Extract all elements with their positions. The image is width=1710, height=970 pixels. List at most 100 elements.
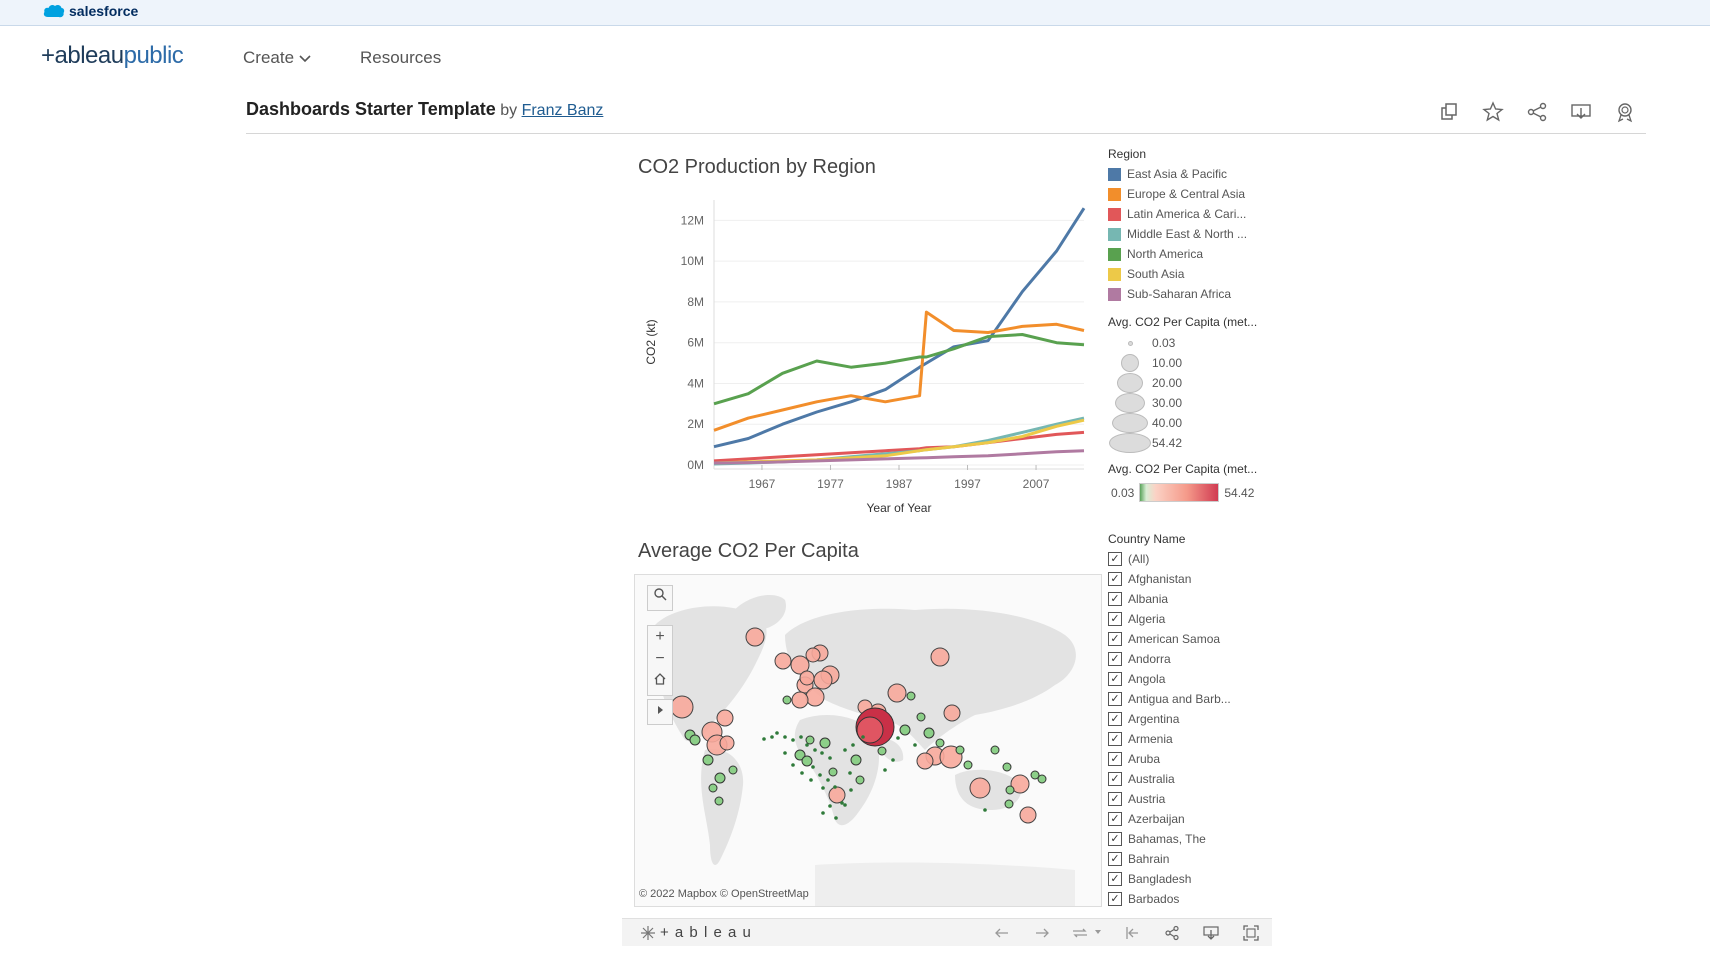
series-line[interactable] — [713, 449, 1085, 465]
map-bubble[interactable] — [670, 695, 694, 719]
chart-series[interactable] — [713, 207, 1086, 466]
line-chart[interactable]: 12M 10M 8M 6M 4M 2M 0M 1967 1977 1987 1997 2007 CO… — [634, 190, 1104, 520]
author-link[interactable]: Franz Banz — [521, 102, 604, 119]
checkbox-checked-icon[interactable]: ✓ — [1108, 592, 1122, 606]
checkbox-checked-icon[interactable]: ✓ — [1108, 772, 1122, 786]
country-filter-item[interactable]: ✓ Bahrain — [1108, 849, 1278, 869]
map-bubble[interactable] — [828, 767, 838, 777]
map-bubble[interactable] — [702, 754, 714, 766]
map-bubble[interactable] — [916, 752, 934, 770]
checkbox-checked-icon[interactable]: ✓ — [1108, 892, 1122, 906]
checkbox-checked-icon[interactable]: ✓ — [1108, 852, 1122, 866]
nav-resources[interactable]: Resources — [360, 48, 442, 67]
country-filter-item[interactable]: ✓ Bahamas, The — [1108, 829, 1278, 849]
tableau-brand[interactable]: + a b l e a u — [660, 924, 752, 941]
country-filter-item[interactable]: ✓ Andorra — [1108, 649, 1278, 669]
map-bubble[interactable] — [708, 783, 718, 793]
map-bubble[interactable] — [805, 735, 815, 745]
size-legend-item[interactable]: 30.00 — [1108, 393, 1278, 413]
map-bubble[interactable] — [805, 647, 821, 663]
map-bubble[interactable] — [819, 737, 831, 749]
map-bubble[interactable] — [799, 670, 815, 686]
map-bubble[interactable] — [791, 691, 809, 709]
series-line[interactable] — [713, 207, 1086, 449]
footer-download-icon[interactable] — [1202, 924, 1220, 942]
map-bubble[interactable] — [791, 738, 795, 742]
region-legend-item[interactable]: Sub-Saharan Africa — [1108, 284, 1278, 304]
map-bubble[interactable] — [848, 771, 852, 775]
map-bubble[interactable] — [745, 627, 765, 647]
map-bubble[interactable] — [714, 772, 726, 784]
map-bubble[interactable] — [1019, 806, 1037, 824]
checkbox-checked-icon[interactable]: ✓ — [1108, 832, 1122, 846]
download-icon[interactable] — [1569, 100, 1593, 124]
zoom-out-button[interactable]: − — [647, 648, 673, 672]
country-filter-item[interactable]: ✓ Albania — [1108, 589, 1278, 609]
map-bubble[interactable] — [689, 734, 701, 746]
country-filter-item[interactable]: ✓ (All) — [1108, 549, 1278, 569]
caret-down-icon[interactable] — [1094, 928, 1102, 936]
map-bubble[interactable] — [809, 778, 813, 782]
map-bubble[interactable] — [799, 735, 803, 739]
map-bubble[interactable] — [828, 756, 832, 760]
country-filter-item[interactable]: ✓ Aruba — [1108, 749, 1278, 769]
reset-map-button[interactable] — [647, 671, 673, 696]
map-bubble[interactable] — [906, 691, 916, 701]
map-bubble[interactable] — [849, 788, 853, 792]
map-bubble[interactable] — [791, 763, 795, 767]
fullscreen-icon[interactable] — [1242, 924, 1260, 942]
map-bubble[interactable] — [913, 743, 917, 747]
checkbox-checked-icon[interactable]: ✓ — [1108, 692, 1122, 706]
salesforce-brand[interactable]: salesforce — [69, 3, 139, 19]
map-bubble[interactable] — [855, 775, 865, 785]
map-bubble[interactable] — [818, 773, 822, 777]
map-bubble[interactable] — [719, 735, 735, 751]
map-bubble[interactable] — [1002, 762, 1012, 772]
map-bubble[interactable] — [834, 816, 838, 820]
map-bubbles[interactable] — [670, 627, 1047, 824]
country-filter-item[interactable]: ✓ Afghanistan — [1108, 569, 1278, 589]
checkbox-checked-icon[interactable]: ✓ — [1108, 732, 1122, 746]
country-filter-item[interactable]: ✓ Bangladesh — [1108, 869, 1278, 889]
map-bubble[interactable] — [762, 737, 766, 741]
checkbox-checked-icon[interactable]: ✓ — [1108, 872, 1122, 886]
region-legend-item[interactable]: East Asia & Pacific — [1108, 164, 1278, 184]
map-bubble[interactable] — [851, 743, 855, 747]
map-bubble[interactable] — [963, 760, 973, 770]
map-bubble[interactable] — [828, 786, 846, 804]
map-bubble[interactable] — [714, 796, 724, 806]
map-bubble[interactable] — [930, 647, 950, 667]
redo-icon[interactable] — [1034, 925, 1050, 941]
map-bubble[interactable] — [887, 683, 907, 703]
revert-icon[interactable] — [1070, 925, 1090, 941]
map-bubble[interactable] — [782, 695, 792, 705]
size-legend-item[interactable]: 10.00 — [1108, 353, 1278, 373]
map-bubble[interactable] — [813, 670, 833, 690]
checkbox-checked-icon[interactable]: ✓ — [1108, 752, 1122, 766]
map-bubble[interactable] — [820, 751, 824, 755]
country-filter-item[interactable]: ✓ American Samoa — [1108, 629, 1278, 649]
map-bubble[interactable] — [790, 655, 810, 675]
world-map[interactable] — [635, 575, 1101, 906]
map-bubble[interactable] — [813, 748, 817, 752]
footer-share-icon[interactable] — [1164, 925, 1180, 941]
map-bubble[interactable] — [794, 749, 806, 761]
map-bubble[interactable] — [943, 704, 961, 722]
region-legend-item[interactable]: Latin America & Cari... — [1108, 204, 1278, 224]
nav-create[interactable]: Create — [243, 48, 311, 68]
country-filter-item[interactable]: ✓ Austria — [1108, 789, 1278, 809]
map-bubble[interactable] — [828, 804, 832, 808]
checkbox-checked-icon[interactable]: ✓ — [1108, 672, 1122, 686]
checkbox-checked-icon[interactable]: ✓ — [1108, 792, 1122, 806]
size-legend-item[interactable]: 0.03 — [1108, 333, 1278, 353]
zoom-in-button[interactable]: + — [647, 625, 673, 650]
region-legend-item[interactable]: North America — [1108, 244, 1278, 264]
map-bubble[interactable] — [850, 754, 862, 766]
map-bubble[interactable] — [801, 755, 813, 767]
map-bubble[interactable] — [783, 735, 787, 739]
checkbox-checked-icon[interactable]: ✓ — [1108, 712, 1122, 726]
map-bubble[interactable] — [840, 801, 844, 805]
country-filter-item[interactable]: ✓ Armenia — [1108, 729, 1278, 749]
country-filter-item[interactable]: ✓ Australia — [1108, 769, 1278, 789]
country-filter-item[interactable]: ✓ Angola — [1108, 669, 1278, 689]
